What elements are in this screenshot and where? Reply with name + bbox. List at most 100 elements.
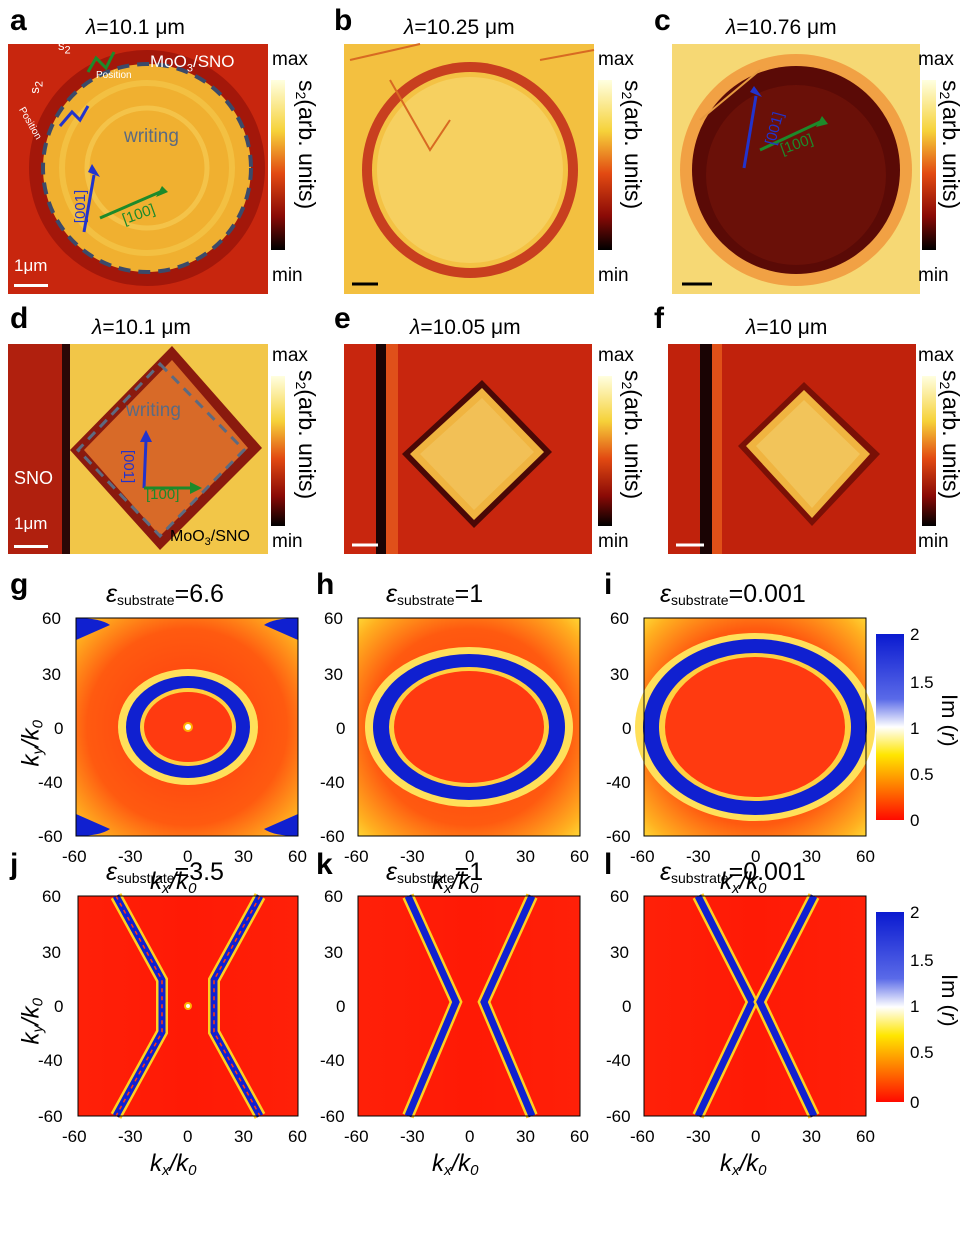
writing-label-a: writing — [124, 126, 179, 147]
colorbar-e — [598, 376, 612, 526]
xtick-k-3: 30 — [516, 1127, 535, 1146]
cb-min-e: min — [598, 531, 629, 552]
panel-title-c: λ=10.76 μm — [726, 16, 837, 39]
colorbar-a — [271, 80, 285, 250]
ytick-h-2: 0 — [336, 719, 346, 738]
dir-001-a: [001] — [72, 189, 90, 224]
xlabel-i: kx/k0 — [720, 868, 767, 897]
image-e — [344, 344, 592, 554]
panel-letter-j: j — [10, 848, 19, 881]
scalebar-d — [14, 545, 48, 548]
eps-title-k: εsubstrate=1 — [386, 858, 484, 886]
panel-title-b: λ=10.25 μm — [404, 16, 515, 39]
cb-min-b: min — [598, 265, 629, 286]
position-label-a1: Position — [96, 70, 132, 81]
panel-letter-c: c — [654, 4, 671, 37]
xtick-i-3: 30 — [802, 847, 821, 866]
xtick-l-3: 30 — [802, 1127, 821, 1146]
ytick-g-0: 60 — [42, 609, 61, 628]
ytick-i-2: 0 — [622, 719, 632, 738]
writing-label-d: writing — [126, 400, 181, 421]
image-d — [8, 344, 268, 554]
s2-label-a1: s2 — [58, 38, 71, 57]
cb-label-b: s2(arb. units) — [619, 80, 646, 210]
xlabel-l: kx/k0 — [720, 1150, 767, 1179]
ytick-g-2: 0 — [54, 719, 64, 738]
ytick-h-4: -60 — [320, 827, 345, 846]
xtick-h-0: -60 — [344, 847, 369, 866]
xtick-j-1: -30 — [118, 1127, 143, 1146]
cbtick-i-2: 1 — [910, 719, 920, 738]
ytick-h-3: -40 — [320, 773, 345, 792]
dir-100-d: [100] — [146, 486, 180, 503]
eps-title-g: εsubstrate=6.6 — [106, 580, 224, 608]
xtick-k-2: 0 — [465, 1127, 475, 1146]
cb-min-a: min — [272, 265, 303, 286]
ytick-l-1: 30 — [610, 943, 629, 962]
xlabel-j: kx/k0 — [150, 1150, 197, 1179]
ytick-j-3: -40 — [38, 1051, 63, 1070]
cb-label-f: s2(arb. units) — [937, 370, 964, 500]
ytick-i-1: 30 — [610, 665, 629, 684]
image-b — [344, 43, 595, 294]
ytick-l-3: -40 — [606, 1051, 631, 1070]
map-h — [358, 618, 580, 836]
ylabel-g: ky/k0 — [17, 719, 47, 767]
panel-title-e: λ=10.05 μm — [410, 316, 521, 339]
ytick-g-1: 30 — [42, 665, 61, 684]
colorbar-d — [271, 376, 285, 526]
ytick-j-2: 0 — [54, 997, 64, 1016]
dir-001-d: [001] — [120, 449, 138, 484]
xtick-j-2: 0 — [183, 1127, 193, 1146]
ytick-k-1: 30 — [324, 943, 343, 962]
map-j — [78, 893, 298, 1119]
panel-letter-g: g — [10, 568, 29, 601]
ytick-k-2: 0 — [336, 997, 346, 1016]
cb-max-d: max — [272, 345, 308, 366]
cb-label-l: Im (r) — [937, 974, 962, 1027]
xtick-j-4: 60 — [288, 1127, 307, 1146]
panel-letter-e: e — [334, 302, 351, 335]
panel-letter-l: l — [604, 848, 613, 881]
xlabel-g: kx/k0 — [150, 868, 197, 897]
xtick-g-0: -60 — [62, 847, 87, 866]
cb-label-c: s2(arb. units) — [937, 80, 964, 210]
xtick-i-0: -60 — [630, 847, 655, 866]
map-g — [76, 618, 298, 836]
xtick-l-0: -60 — [630, 1127, 655, 1146]
image-f — [668, 344, 916, 554]
eps-title-l: εsubstrate=0.001 — [660, 858, 806, 886]
cbtick-l-2: 1 — [910, 997, 920, 1016]
ytick-j-1: 30 — [42, 943, 61, 962]
ytick-i-3: -40 — [606, 773, 631, 792]
panel-letter-a: a — [10, 4, 27, 37]
map-l — [644, 893, 866, 1119]
xtick-h-3: 30 — [516, 847, 535, 866]
map-i — [635, 618, 875, 836]
xtick-l-2: 0 — [751, 1127, 761, 1146]
cb-max-b: max — [598, 49, 634, 70]
sno-label-d: SNO — [14, 468, 54, 488]
ytick-h-0: 60 — [324, 609, 343, 628]
xlabel-k: kx/k0 — [432, 1150, 479, 1179]
panel-letter-h: h — [316, 568, 335, 601]
eps-title-i: εsubstrate=0.001 — [660, 580, 806, 608]
panel-letter-k: k — [316, 848, 333, 881]
cb-label-i: Im (r) — [937, 694, 962, 747]
xtick-j-3: 30 — [234, 1127, 253, 1146]
cb-min-f: min — [918, 531, 949, 552]
xtick-l-4: 60 — [856, 1127, 875, 1146]
cb-label-d: s2(arb. units) — [293, 370, 320, 500]
ytick-k-0: 60 — [324, 887, 343, 906]
xtick-h-2: 0 — [465, 847, 475, 866]
xtick-j-0: -60 — [62, 1127, 87, 1146]
cb-max-e: max — [598, 345, 634, 366]
cb-min-c: min — [918, 265, 949, 286]
xtick-i-1: -30 — [686, 847, 711, 866]
ytick-l-0: 60 — [610, 887, 629, 906]
scale-label-d: 1μm — [14, 514, 48, 533]
colorbar-l — [876, 912, 904, 1102]
panel-title-f: λ=10 μm — [746, 316, 828, 339]
ytick-j-0: 60 — [42, 887, 61, 906]
